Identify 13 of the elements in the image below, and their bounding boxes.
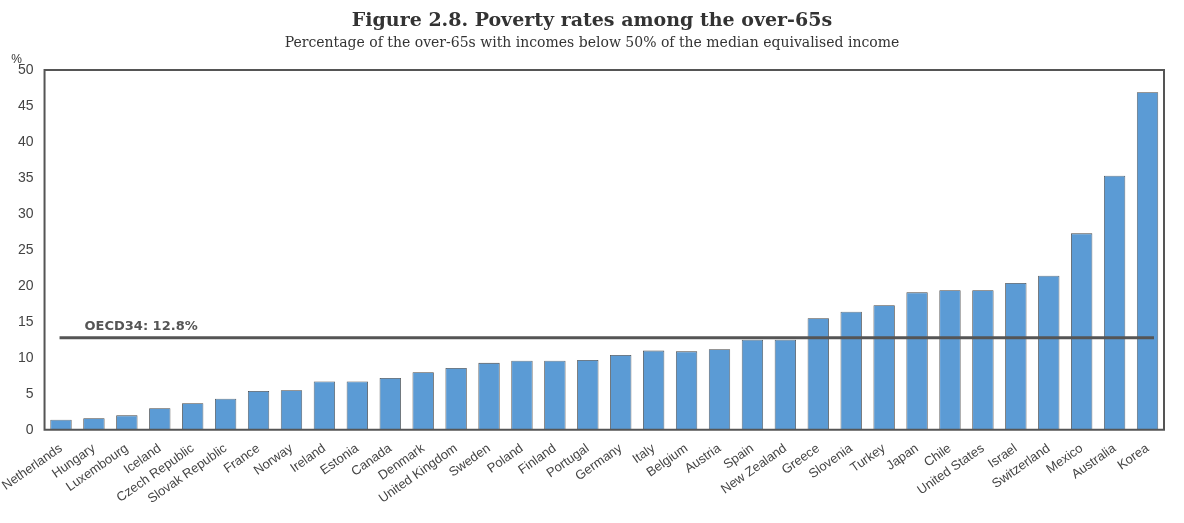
y-tick-label: 35 [17, 168, 34, 185]
ref-line-label: OECD34: 12.8% [84, 317, 198, 333]
y-tick-label: 10 [17, 348, 34, 365]
chart-subtitle: Percentage of the over-65s with incomes below 50% of the median equivalised income [283, 34, 901, 50]
y-tick-label: 15 [17, 312, 34, 329]
y-tick-label: 5 [25, 384, 34, 401]
y-tick-label: 45 [17, 96, 34, 113]
y-tick-label: 0 [25, 420, 34, 437]
y-tick-label: 20 [17, 276, 34, 293]
y-tick-label: 40 [17, 132, 34, 149]
y-tick-label: 25 [17, 240, 34, 257]
y-tick-label: 30 [17, 204, 34, 221]
chart-title: Figure 2.8. Poverty rates among the over-65s [350, 8, 834, 30]
